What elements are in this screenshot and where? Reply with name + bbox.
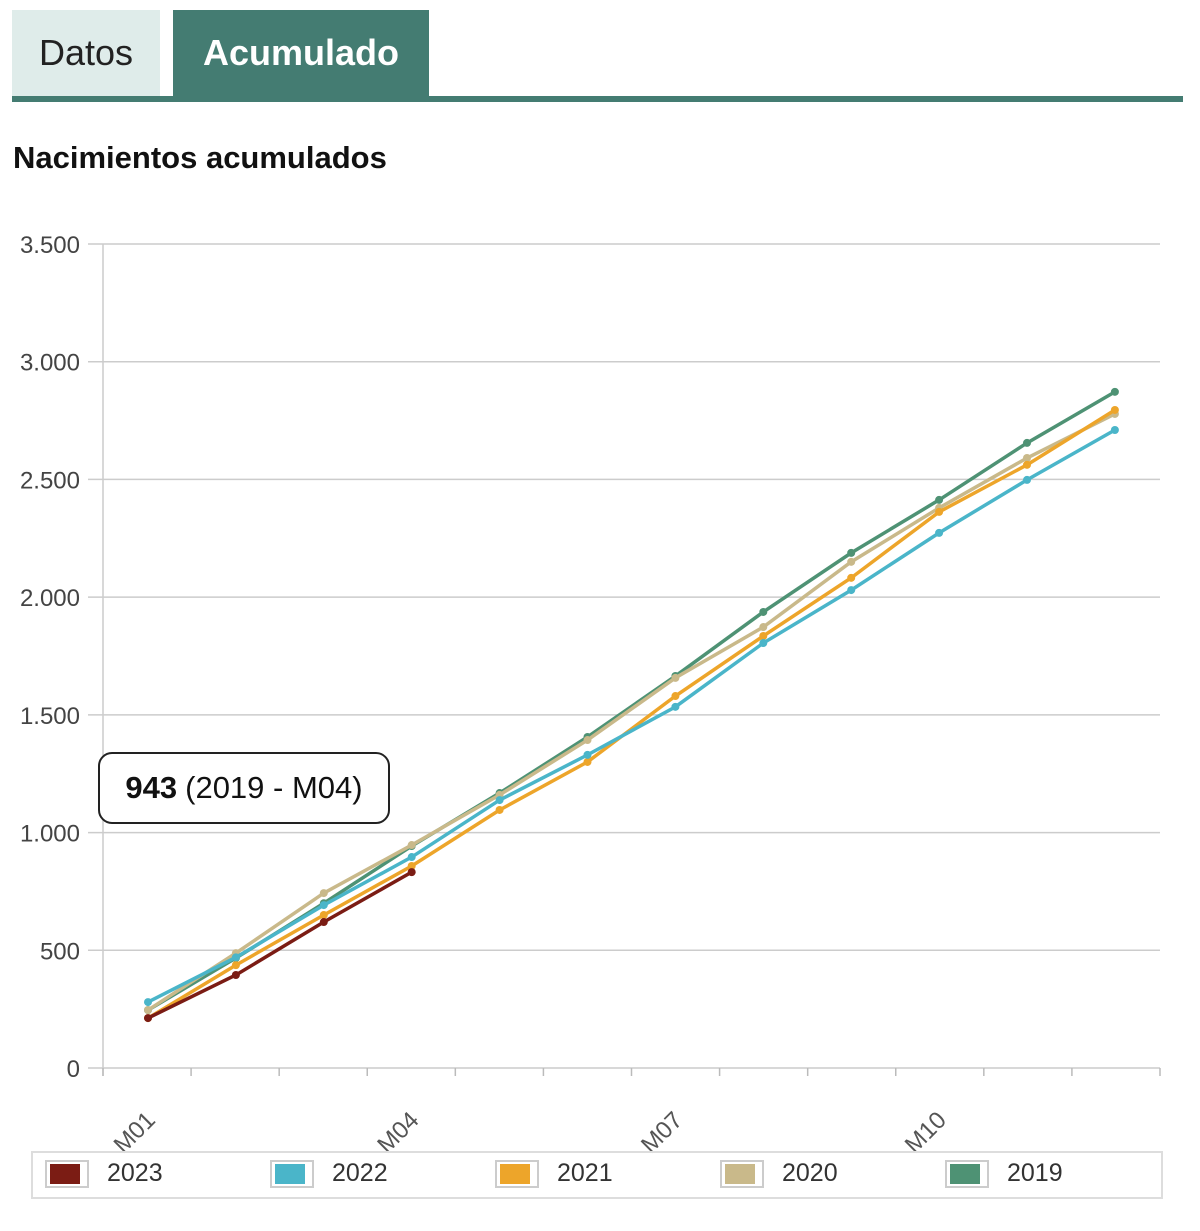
data-point-2021 (759, 631, 768, 640)
data-point-2022 (144, 998, 152, 1007)
y-tick-label: 3.000 (20, 350, 80, 377)
legend-label: 2022 (332, 1159, 388, 1187)
data-point-2021 (583, 757, 592, 766)
legend-swatch (45, 1159, 89, 1188)
tab-bar: Datos Acumulado (12, 10, 1183, 102)
series-line-2022 (147, 428, 1116, 1004)
data-point-2020 (759, 623, 768, 632)
data-point-2022 (759, 639, 768, 648)
legend: 2023 2022 2021 2020 2019 (31, 1151, 1163, 1199)
legend-swatch (495, 1159, 539, 1188)
y-tick-label: 2.000 (20, 585, 80, 612)
tab-datos[interactable]: Datos (12, 10, 160, 96)
data-point-2021 (407, 862, 416, 871)
data-point-2021 (495, 805, 504, 814)
data-point-2021 (935, 507, 944, 516)
y-tick-label: 2.500 (20, 467, 80, 494)
y-tick-label: 0 (67, 1056, 80, 1083)
data-point-2022 (495, 796, 504, 805)
data-point-2020 (583, 736, 592, 745)
tooltip: 943 (2019 - M04) (98, 752, 390, 824)
y-tick-label: 500 (40, 938, 80, 965)
data-point-2020 (144, 1006, 152, 1015)
chart-title: Nacimientos acumulados (13, 140, 387, 175)
data-point-2021 (231, 961, 240, 970)
data-point-2020 (407, 841, 416, 850)
data-point-2019 (1110, 387, 1119, 396)
data-point-2021 (847, 573, 856, 582)
data-point-2019 (935, 495, 944, 504)
data-point-2022 (671, 702, 680, 711)
data-point-2021 (1110, 405, 1119, 414)
legend-item-2022[interactable]: 2022 (270, 1159, 388, 1188)
tooltip-value: 943 (125, 770, 178, 805)
legend-item-2019[interactable]: 2019 (945, 1159, 1063, 1188)
data-point-2019 (1023, 438, 1031, 447)
data-point-2021 (671, 692, 680, 701)
tab-acumulado[interactable]: Acumulado (173, 10, 429, 96)
data-point-2022 (583, 750, 592, 759)
data-point-2023 (407, 868, 416, 877)
data-point-2022 (1110, 425, 1119, 434)
legend-swatch (945, 1159, 989, 1188)
legend-item-2020[interactable]: 2020 (720, 1159, 838, 1188)
legend-item-2023[interactable]: 2023 (45, 1159, 163, 1188)
legend-label: 2023 (107, 1159, 163, 1187)
data-point-2022 (935, 528, 944, 537)
legend-item-2021[interactable]: 2021 (495, 1159, 613, 1188)
legend-label: 2021 (557, 1159, 613, 1187)
data-point-2019 (847, 548, 856, 557)
data-point-2020 (847, 557, 856, 566)
data-point-2023 (319, 918, 328, 927)
tooltip-label: (2019 - M04) (185, 770, 363, 805)
legend-swatch (720, 1159, 764, 1188)
data-point-2023 (231, 971, 240, 980)
series-line-2019 (147, 390, 1116, 1012)
data-point-2022 (847, 586, 856, 595)
data-point-2020 (319, 889, 328, 898)
y-tick-label: 3.500 (20, 232, 80, 259)
data-point-2023 (144, 1014, 152, 1023)
data-point-2022 (231, 953, 240, 962)
series-line-2023 (147, 870, 413, 1020)
legend-label: 2019 (1007, 1159, 1063, 1187)
legend-swatch (270, 1159, 314, 1188)
y-tick-label: 1.500 (20, 703, 80, 730)
data-point-2020 (1023, 454, 1031, 463)
series-line-2020 (147, 412, 1116, 1012)
data-point-2019 (759, 607, 768, 616)
data-point-2022 (319, 901, 328, 910)
data-point-2020 (671, 673, 680, 682)
data-point-2021 (1023, 460, 1031, 469)
data-point-2022 (407, 853, 416, 862)
data-point-2022 (1023, 475, 1031, 484)
data-point-2021 (319, 910, 328, 919)
legend-label: 2020 (782, 1159, 838, 1187)
y-tick-label: 1.000 (20, 821, 80, 848)
series-line-2021 (147, 408, 1116, 1020)
